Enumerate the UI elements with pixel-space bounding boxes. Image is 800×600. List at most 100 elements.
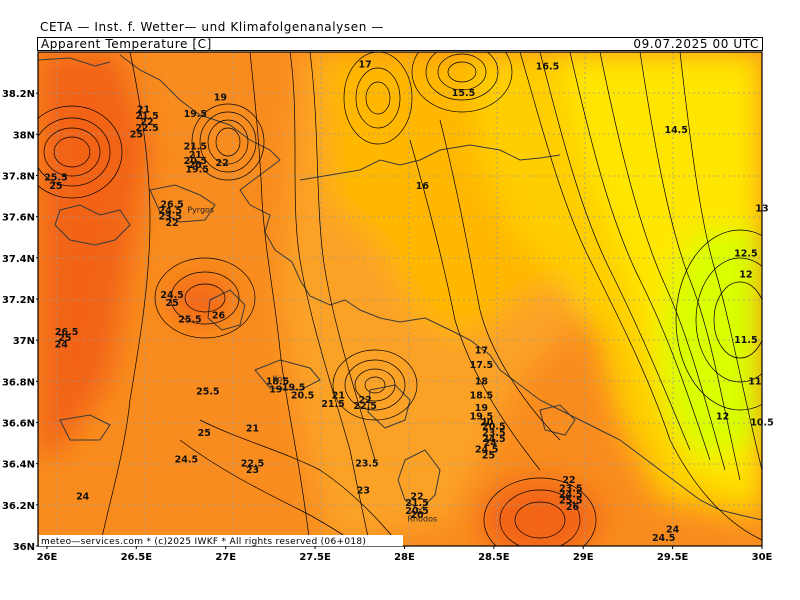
contour-label: 26.5 [160, 199, 183, 210]
contour-label: 23.5 [559, 483, 582, 494]
place-label: Pyrgos [187, 206, 214, 215]
contour-label: 25 [482, 450, 495, 461]
contour-label: 22.5 [135, 123, 158, 134]
place-label: Kos [272, 374, 286, 383]
contour-label: 22 [410, 492, 423, 503]
contour-label: 11.5 [734, 335, 757, 346]
contour-label: 24.5 [652, 533, 675, 544]
contour-label: 23.5 [482, 428, 505, 439]
contour-label: 22 [216, 158, 229, 169]
contour-label: 19.5 [282, 383, 305, 394]
contour-label: 20 [189, 160, 203, 171]
contour-label: 20.5 [291, 391, 314, 402]
contour-label: 20.5 [405, 506, 428, 517]
lat-tick-label: 36.6N [2, 419, 35, 430]
lat-tick-label: 36.4N [2, 460, 35, 471]
contour-label: 25.5 [196, 387, 219, 398]
contour-label: 12 [739, 269, 752, 280]
contour-label: 24 [484, 438, 498, 449]
lat-tick-label: 38N [13, 130, 35, 141]
valid-time: 09.07.2025 00 UTC [633, 37, 759, 51]
contour-label: 22 [165, 218, 178, 229]
contour-label: 22.5 [353, 401, 376, 412]
contour-label: 20.5 [184, 156, 207, 167]
contour-label: 21 [137, 105, 150, 116]
contour-label: 12 [716, 411, 729, 422]
credit-background [39, 535, 403, 546]
contour-label: 25 [165, 298, 178, 309]
contour-label: 19 [269, 385, 282, 396]
contour-label: 21.5 [135, 111, 158, 122]
lon-tick-label: 28E [394, 552, 415, 563]
title-bar: Apparent Temperature [C] 09.07.2025 00 U… [37, 37, 763, 51]
lon-tick-label: 27E [215, 552, 236, 563]
contour-label: 22.5 [241, 459, 264, 470]
contour-label: 20.5 [482, 422, 505, 433]
contour-label: 25.5 [44, 173, 67, 184]
contour-label: 26 [212, 310, 226, 321]
contour-label: 22 [562, 475, 575, 486]
field-deep-orange-south [480, 480, 600, 546]
isolines [38, 52, 762, 546]
contour-label: 19.5 [470, 411, 493, 422]
contour-label: 16.5 [536, 61, 559, 72]
contour-label: 21 [189, 150, 202, 161]
source-title: CETA — Inst. f. Wetter— und Klimafolgena… [40, 20, 384, 34]
contour-label: 14.5 [664, 125, 687, 136]
lat-tick-label: 38.2N [2, 89, 35, 100]
contour-label: 25 [130, 129, 143, 140]
contour-label: 24.5 [175, 455, 198, 466]
contour-label: 19.5 [184, 109, 207, 120]
contour-label: 24 [666, 525, 680, 536]
lon-tick-label: 29.5E [657, 552, 689, 563]
product-title: Apparent Temperature [C] [41, 37, 212, 51]
contour-label: 18.5 [266, 376, 289, 387]
contour-label: 21.5 [321, 399, 344, 410]
contour-label: 24.5 [482, 434, 505, 445]
contour-label: 25 [198, 428, 211, 439]
contour-label: 23.5 [159, 212, 182, 223]
lat-tick-label: 37N [13, 336, 35, 347]
lon-tick-label: 26E [37, 552, 58, 563]
place-label: Rhodos [408, 514, 438, 523]
lon-tick-label: 28.5E [478, 552, 510, 563]
contour-label: 23 [246, 465, 259, 476]
lat-tick-label: 37.4N [2, 254, 35, 265]
lat-tick-label: 36.2N [2, 501, 35, 512]
contour-label: 23.5 [355, 459, 378, 470]
contour-label: 16 [416, 181, 430, 192]
contour-label: 25.5 [178, 315, 201, 326]
contour-label: 19 [475, 403, 488, 414]
contour-label: 23 [357, 485, 370, 496]
latitude-tick-labels: 38.2N 38N 37.8N 37.6N 37.4N 37.2N 37N 36.8N 36.6… [2, 89, 38, 553]
lon-tick-label: 30E [752, 552, 773, 563]
contour-label: 19.5 [185, 164, 208, 175]
contour-label: 21 [332, 391, 345, 402]
contour-label: 12.5 [734, 249, 757, 260]
place-labels: Pyrgos Kos Rhodos [187, 206, 437, 524]
longitude-tick-labels: 26E 26.5E 27E 27.5E 28E 28.5E 29E 29.5E 30E [37, 546, 773, 563]
contour-label: 10.5 [750, 418, 773, 429]
temperature-field [38, 52, 762, 546]
contour-label: 26.5 [55, 327, 78, 338]
contour-label: 25 [58, 333, 71, 344]
contour-label: 13 [755, 203, 768, 214]
field-lime [660, 230, 762, 460]
contour-label: 21.5 [184, 142, 207, 153]
contour-label: 15.5 [452, 88, 475, 99]
contour-label: 17.5 [470, 360, 493, 371]
contour-label: 24 [76, 492, 90, 503]
contour-label: 17 [359, 59, 372, 70]
lat-tick-label: 37.6N [2, 213, 35, 224]
lat-tick-label: 36.8N [2, 377, 35, 388]
contour-label: 21 [246, 424, 259, 435]
lon-tick-label: 27.5E [299, 552, 331, 563]
contour-label: 22 [140, 117, 153, 128]
contour-label: 22 [359, 395, 372, 406]
credit-text: meteo—services.com * (c)2025 IWKF * All … [41, 537, 366, 547]
contour-label: 25.5 [559, 496, 582, 507]
contour-label: 18 [475, 376, 489, 387]
contour-label: 20 [480, 418, 494, 429]
contour-label: 20 [410, 510, 424, 521]
